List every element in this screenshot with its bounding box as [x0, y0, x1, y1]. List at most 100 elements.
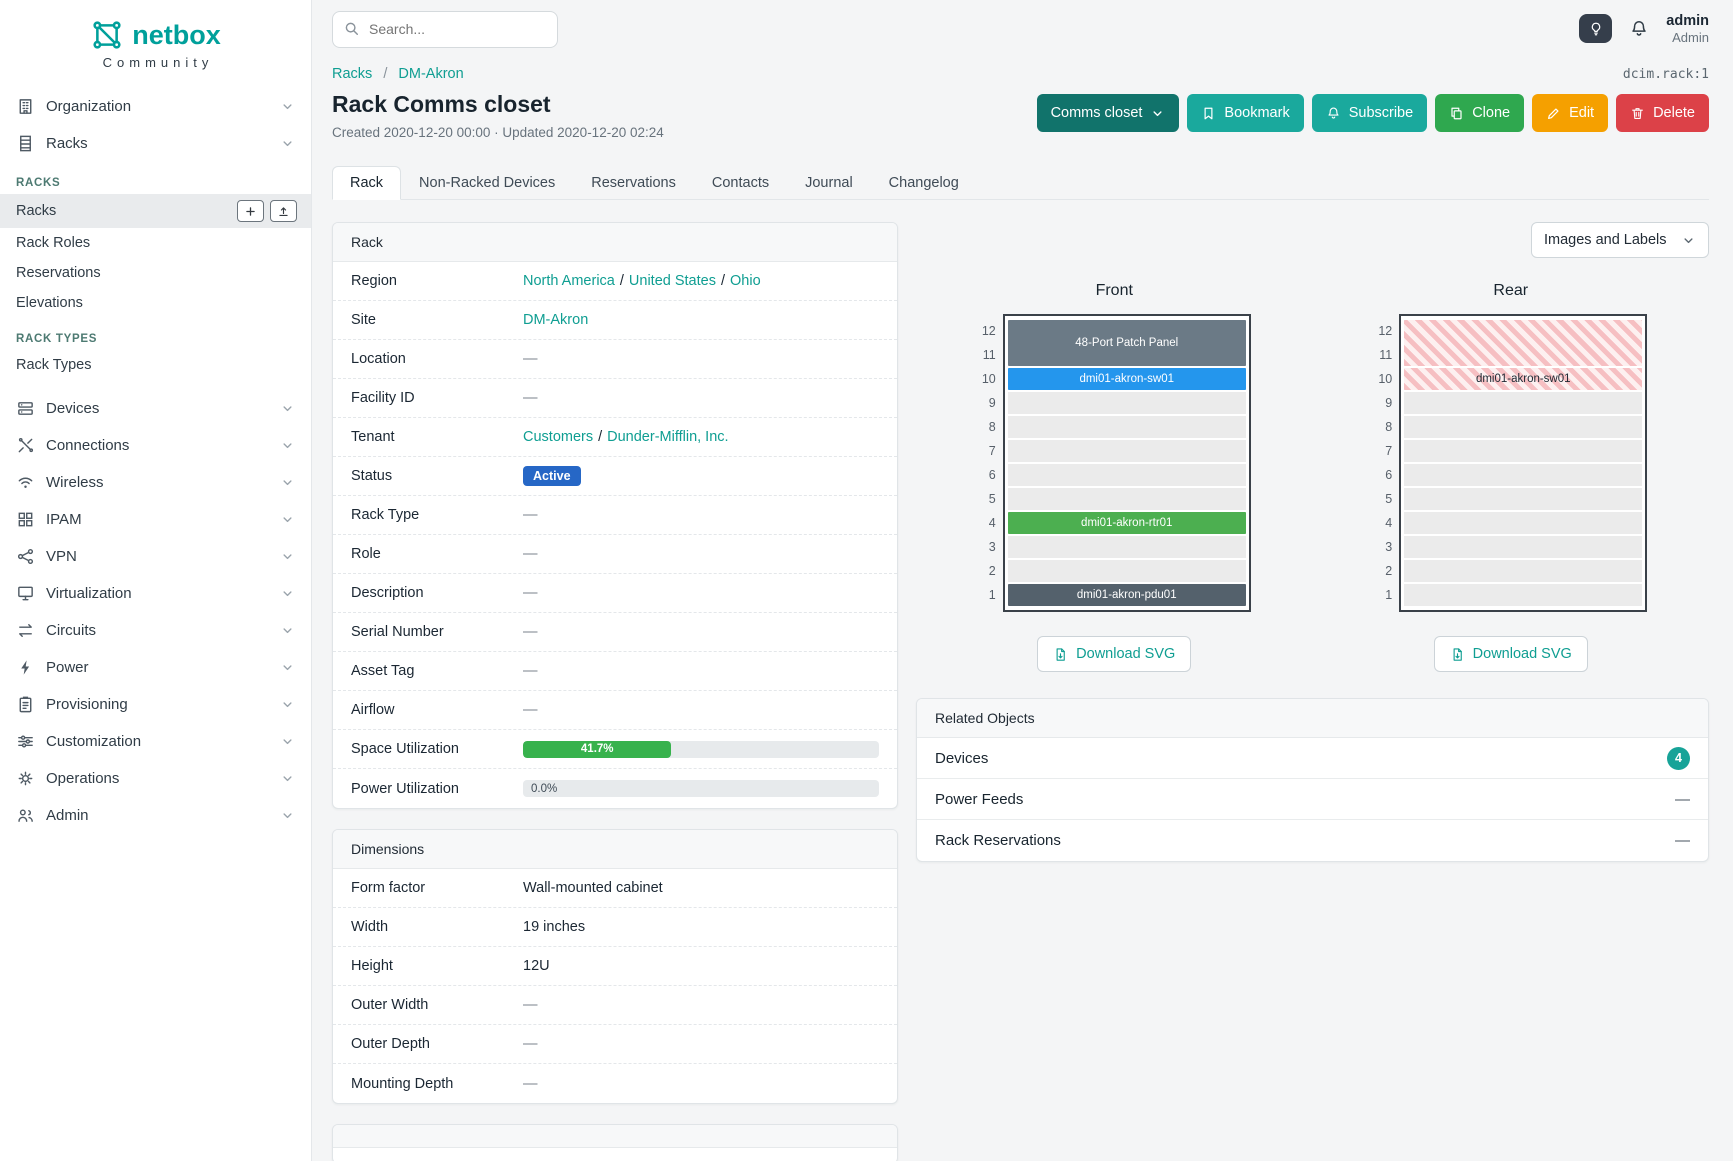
sidebar-subitem-rack-types[interactable]: Rack Types — [0, 350, 311, 380]
sidebar-subitem-reservations[interactable]: Reservations — [0, 258, 311, 288]
user-menu[interactable]: admin Admin — [1666, 13, 1709, 46]
rack-slot[interactable] — [1404, 488, 1643, 510]
rack-slot[interactable] — [1007, 440, 1246, 462]
rack-slot[interactable] — [1007, 392, 1246, 414]
unit-number: 8 — [1385, 420, 1393, 434]
rack-slot[interactable] — [1404, 512, 1643, 534]
unit-number: 10 — [981, 372, 996, 386]
rack-view: 12 11 10 9 8 7 6 5 4 3 2 1 48-Port Patch Panel dmi01-… — [978, 314, 1251, 612]
rack-slot[interactable] — [1007, 464, 1246, 486]
rack-device[interactable]: dmi01-akron-pdu01 — [1007, 584, 1246, 606]
rack-device[interactable]: dmi01-akron-sw01 — [1007, 368, 1246, 390]
rack-device[interactable]: dmi01-akron-rtr01 — [1007, 512, 1246, 534]
link-north-america[interactable]: North America — [523, 273, 615, 289]
rack-slot[interactable] — [1404, 392, 1643, 414]
notifications-bell-icon[interactable] — [1629, 19, 1649, 39]
title-row: Rack Comms closet Created 2020-12-20 00:… — [332, 91, 1709, 140]
add-button[interactable] — [237, 200, 264, 222]
link-dunder-mifflin-inc[interactable]: Dunder-Mifflin, Inc. — [607, 429, 729, 445]
breadcrumb-link-racks[interactable]: Racks — [332, 66, 373, 82]
sidebar-nav: Organization Racks RACKS Racks Rack Roles Re… — [0, 78, 311, 834]
sidebar-item-ipam[interactable]: IPAM — [0, 501, 311, 538]
search-input[interactable] — [332, 10, 558, 48]
link-customers[interactable]: Customers — [523, 429, 594, 445]
sidebar-item-power[interactable]: Power — [0, 649, 311, 686]
rack-inner: 48-Port Patch Panel dmi01-akron-sw01 dmi01… — [1007, 319, 1246, 607]
rack-slot[interactable] — [1007, 416, 1246, 438]
sidebar-item-label: Virtualization — [46, 585, 132, 602]
related-row-devices[interactable]: Devices 4 — [917, 738, 1708, 779]
sidebar-item-vpn[interactable]: VPN — [0, 538, 311, 575]
action-buttons: Comms closet Bookmark Subscribe Clone Edit De… — [1036, 94, 1709, 132]
select-value: Images and Labels — [1544, 232, 1667, 248]
images-labels-select[interactable]: Images and Labels — [1531, 222, 1709, 258]
rack-slot[interactable] — [1404, 584, 1643, 606]
link-ohio[interactable]: Ohio — [730, 273, 761, 289]
sidebar-subitem-label: Elevations — [16, 295, 83, 311]
rack-slot[interactable] — [1404, 464, 1643, 486]
sidebar-item-operations[interactable]: Operations — [0, 760, 311, 797]
rack-device[interactable] — [1404, 320, 1643, 366]
card-title: Rack — [351, 234, 383, 250]
sidebar-item-organization[interactable]: Organization — [0, 88, 311, 125]
link-dm-akron[interactable]: DM-Akron — [523, 312, 589, 328]
rack-slot[interactable] — [1404, 536, 1643, 558]
tab-journal[interactable]: Journal — [805, 175, 853, 191]
sidebar-bottom-items: Devices Connections Wireless IPAM VPN Virtual… — [0, 390, 311, 834]
subscribe-button[interactable]: Subscribe — [1311, 94, 1428, 132]
tab-changelog[interactable]: Changelog — [888, 175, 959, 191]
tab-non-racked-devices[interactable]: Non-Racked Devices — [419, 175, 556, 191]
import-button[interactable] — [270, 200, 297, 222]
info-value: — — [523, 624, 879, 640]
breadcrumb-row: Racks / DM-Akron dcim.rack:1 — [332, 66, 1709, 82]
info-label: Height — [351, 958, 393, 974]
rack-slot[interactable] — [1404, 416, 1643, 438]
sidebar-item-admin[interactable]: Admin — [0, 797, 311, 834]
rack-slot[interactable] — [1404, 440, 1643, 462]
download-svg-front-button[interactable]: Download SVG — [1037, 636, 1192, 672]
rack-slot[interactable] — [1007, 560, 1246, 582]
unit-number: 5 — [988, 492, 996, 506]
sidebar-item-customization[interactable]: Customization — [0, 723, 311, 760]
info-label: Tenant — [351, 429, 395, 445]
user-name: admin — [1666, 12, 1709, 29]
rack-device[interactable]: 48-Port Patch Panel — [1007, 320, 1246, 366]
sidebar-item-provisioning[interactable]: Provisioning — [0, 686, 311, 723]
right-column: Images and Labels Front 12 11 10 9 8 7 6 5 4 3 2 1 48… — [916, 222, 1709, 862]
link-united-states[interactable]: United States — [628, 273, 716, 289]
netbox-logo[interactable]: netbox Community — [0, 0, 311, 78]
unit-numbers: 12 11 10 9 8 7 6 5 4 3 2 1 — [978, 314, 996, 612]
edit-button[interactable]: Edit — [1532, 94, 1609, 132]
delete-button[interactable]: Delete — [1616, 94, 1709, 132]
sidebar-subitem-rack-roles[interactable]: Rack Roles — [0, 228, 311, 258]
rack-slot[interactable] — [1007, 488, 1246, 510]
rack-device[interactable]: dmi01-akron-sw01 — [1404, 368, 1643, 390]
tab-rack[interactable]: Rack — [332, 166, 402, 200]
rack-slot[interactable] — [1007, 536, 1246, 558]
page-title: Rack Comms closet — [332, 91, 551, 117]
unit-number: 10 — [1378, 372, 1393, 386]
sidebar-item-connections[interactable]: Connections — [0, 427, 311, 464]
clone-button[interactable]: Clone — [1435, 94, 1525, 132]
sidebar-subitem-racks[interactable]: Racks — [0, 194, 311, 228]
sidebar-subitem-elevations[interactable]: Elevations — [0, 288, 311, 318]
unit-number: 9 — [1385, 396, 1393, 410]
sidebar-item-wireless[interactable]: Wireless — [0, 464, 311, 501]
sidebar-item-racks[interactable]: Racks — [0, 125, 311, 162]
comms-closet-button[interactable]: Comms closet — [1036, 94, 1180, 132]
tab-reservations[interactable]: Reservations — [591, 175, 676, 191]
theme-toggle-button[interactable] — [1579, 14, 1613, 44]
info-row-status: Status Active — [333, 457, 897, 496]
info-value: Customers / Dunder-Mifflin, Inc. — [523, 429, 879, 445]
breadcrumb-link-site[interactable]: DM-Akron — [398, 66, 464, 82]
rack-slot[interactable] — [1404, 560, 1643, 582]
bookmark-button[interactable]: Bookmark — [1187, 94, 1304, 132]
admin-icon — [16, 806, 35, 825]
related-row-rack-reservations[interactable]: Rack Reservations — — [917, 820, 1708, 861]
tab-contacts[interactable]: Contacts — [711, 175, 770, 191]
related-row-power-feeds[interactable]: Power Feeds — — [917, 779, 1708, 820]
download-svg-rear-button[interactable]: Download SVG — [1433, 636, 1588, 672]
sidebar-item-circuits[interactable]: Circuits — [0, 612, 311, 649]
sidebar-item-devices[interactable]: Devices — [0, 390, 311, 427]
sidebar-item-virtualization[interactable]: Virtualization — [0, 575, 311, 612]
